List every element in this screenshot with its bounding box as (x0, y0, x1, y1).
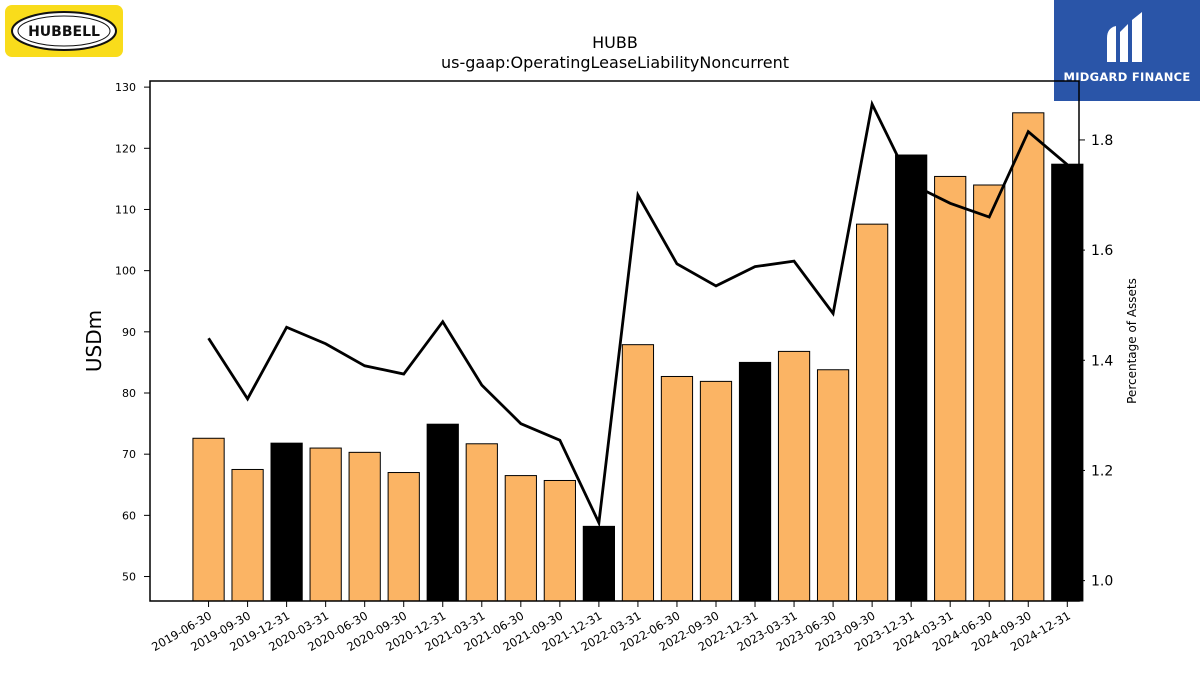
left-axis: 50 60 70 80 90 100 110 120 130 (115, 81, 150, 584)
left-tick-label-120: 120 (115, 142, 136, 155)
bar-2019-06-30 (192, 437, 225, 602)
line-layer (207, 99, 1069, 528)
bar-2022-09-30 (699, 380, 733, 602)
midgard-finance-logo-text: MIDGARD FINANCE (1063, 70, 1191, 84)
bar-2024-06-30 (973, 184, 1006, 602)
chart-title: HUBB (592, 33, 638, 52)
bar-2020-12-31 (426, 423, 459, 602)
bar-2022-06-30 (660, 375, 694, 602)
bar-2019-09-30 (231, 468, 264, 602)
bar-2020-09-30 (387, 472, 420, 602)
left-tick-label-80: 80 (122, 387, 136, 400)
y-axis-label: USDm (82, 310, 106, 372)
right-tick-label-1: 1.0 (1091, 574, 1113, 590)
left-tick-label-130: 130 (115, 81, 136, 94)
hubbell-logo: HUBBELL (5, 5, 123, 57)
line-series-percentage-of-assets (207, 99, 1069, 528)
y2-axis-label: Percentage of Assets (1125, 278, 1139, 404)
right-tick-label-1.6: 1.6 (1091, 243, 1113, 259)
left-tick-label-100: 100 (115, 265, 136, 278)
bar-2022-12-31 (738, 361, 772, 602)
bar-2022-03-31 (621, 344, 655, 602)
bar-2023-06-30 (816, 369, 850, 602)
right-tick-label-1.4: 1.4 (1091, 353, 1113, 369)
bar-2020-03-31 (309, 447, 342, 602)
left-tick-label-50: 50 (122, 571, 136, 584)
bar-2024-12-31 (1051, 163, 1084, 602)
bar-2023-03-31 (777, 350, 811, 602)
bar-2021-06-30 (504, 475, 537, 602)
bar-2019-12-31 (270, 442, 303, 602)
left-tick-label-110: 110 (115, 203, 136, 216)
bar-2020-06-30 (348, 451, 381, 602)
hubbell-logo-text: HUBBELL (28, 24, 100, 40)
bar-2021-03-31 (465, 443, 498, 602)
bar-2024-03-31 (934, 175, 967, 602)
right-tick-label-1.8: 1.8 (1091, 133, 1113, 149)
bar-2021-09-30 (543, 479, 576, 602)
bar-2024-09-30 (1012, 112, 1045, 602)
plot-frame (149, 80, 1080, 602)
left-tick-label-70: 70 (122, 448, 136, 461)
right-tick-label-1.2: 1.2 (1091, 463, 1113, 479)
bar-2023-09-30 (856, 223, 889, 602)
x-axis: 2019-06-302019-09-302019-12-312020-03-31… (149, 601, 1073, 654)
bar-2023-12-31 (895, 154, 928, 602)
left-tick-label-60: 60 (122, 509, 136, 522)
bar-2021-12-31 (582, 525, 616, 602)
left-tick-label-90: 90 (122, 326, 136, 339)
right-axis: 1.0 1.2 1.4 1.6 1.8 (1079, 133, 1113, 590)
chart-subtitle: us-gaap:OperatingLeaseLiabilityNoncurren… (441, 53, 789, 72)
bars-layer (192, 112, 1084, 602)
